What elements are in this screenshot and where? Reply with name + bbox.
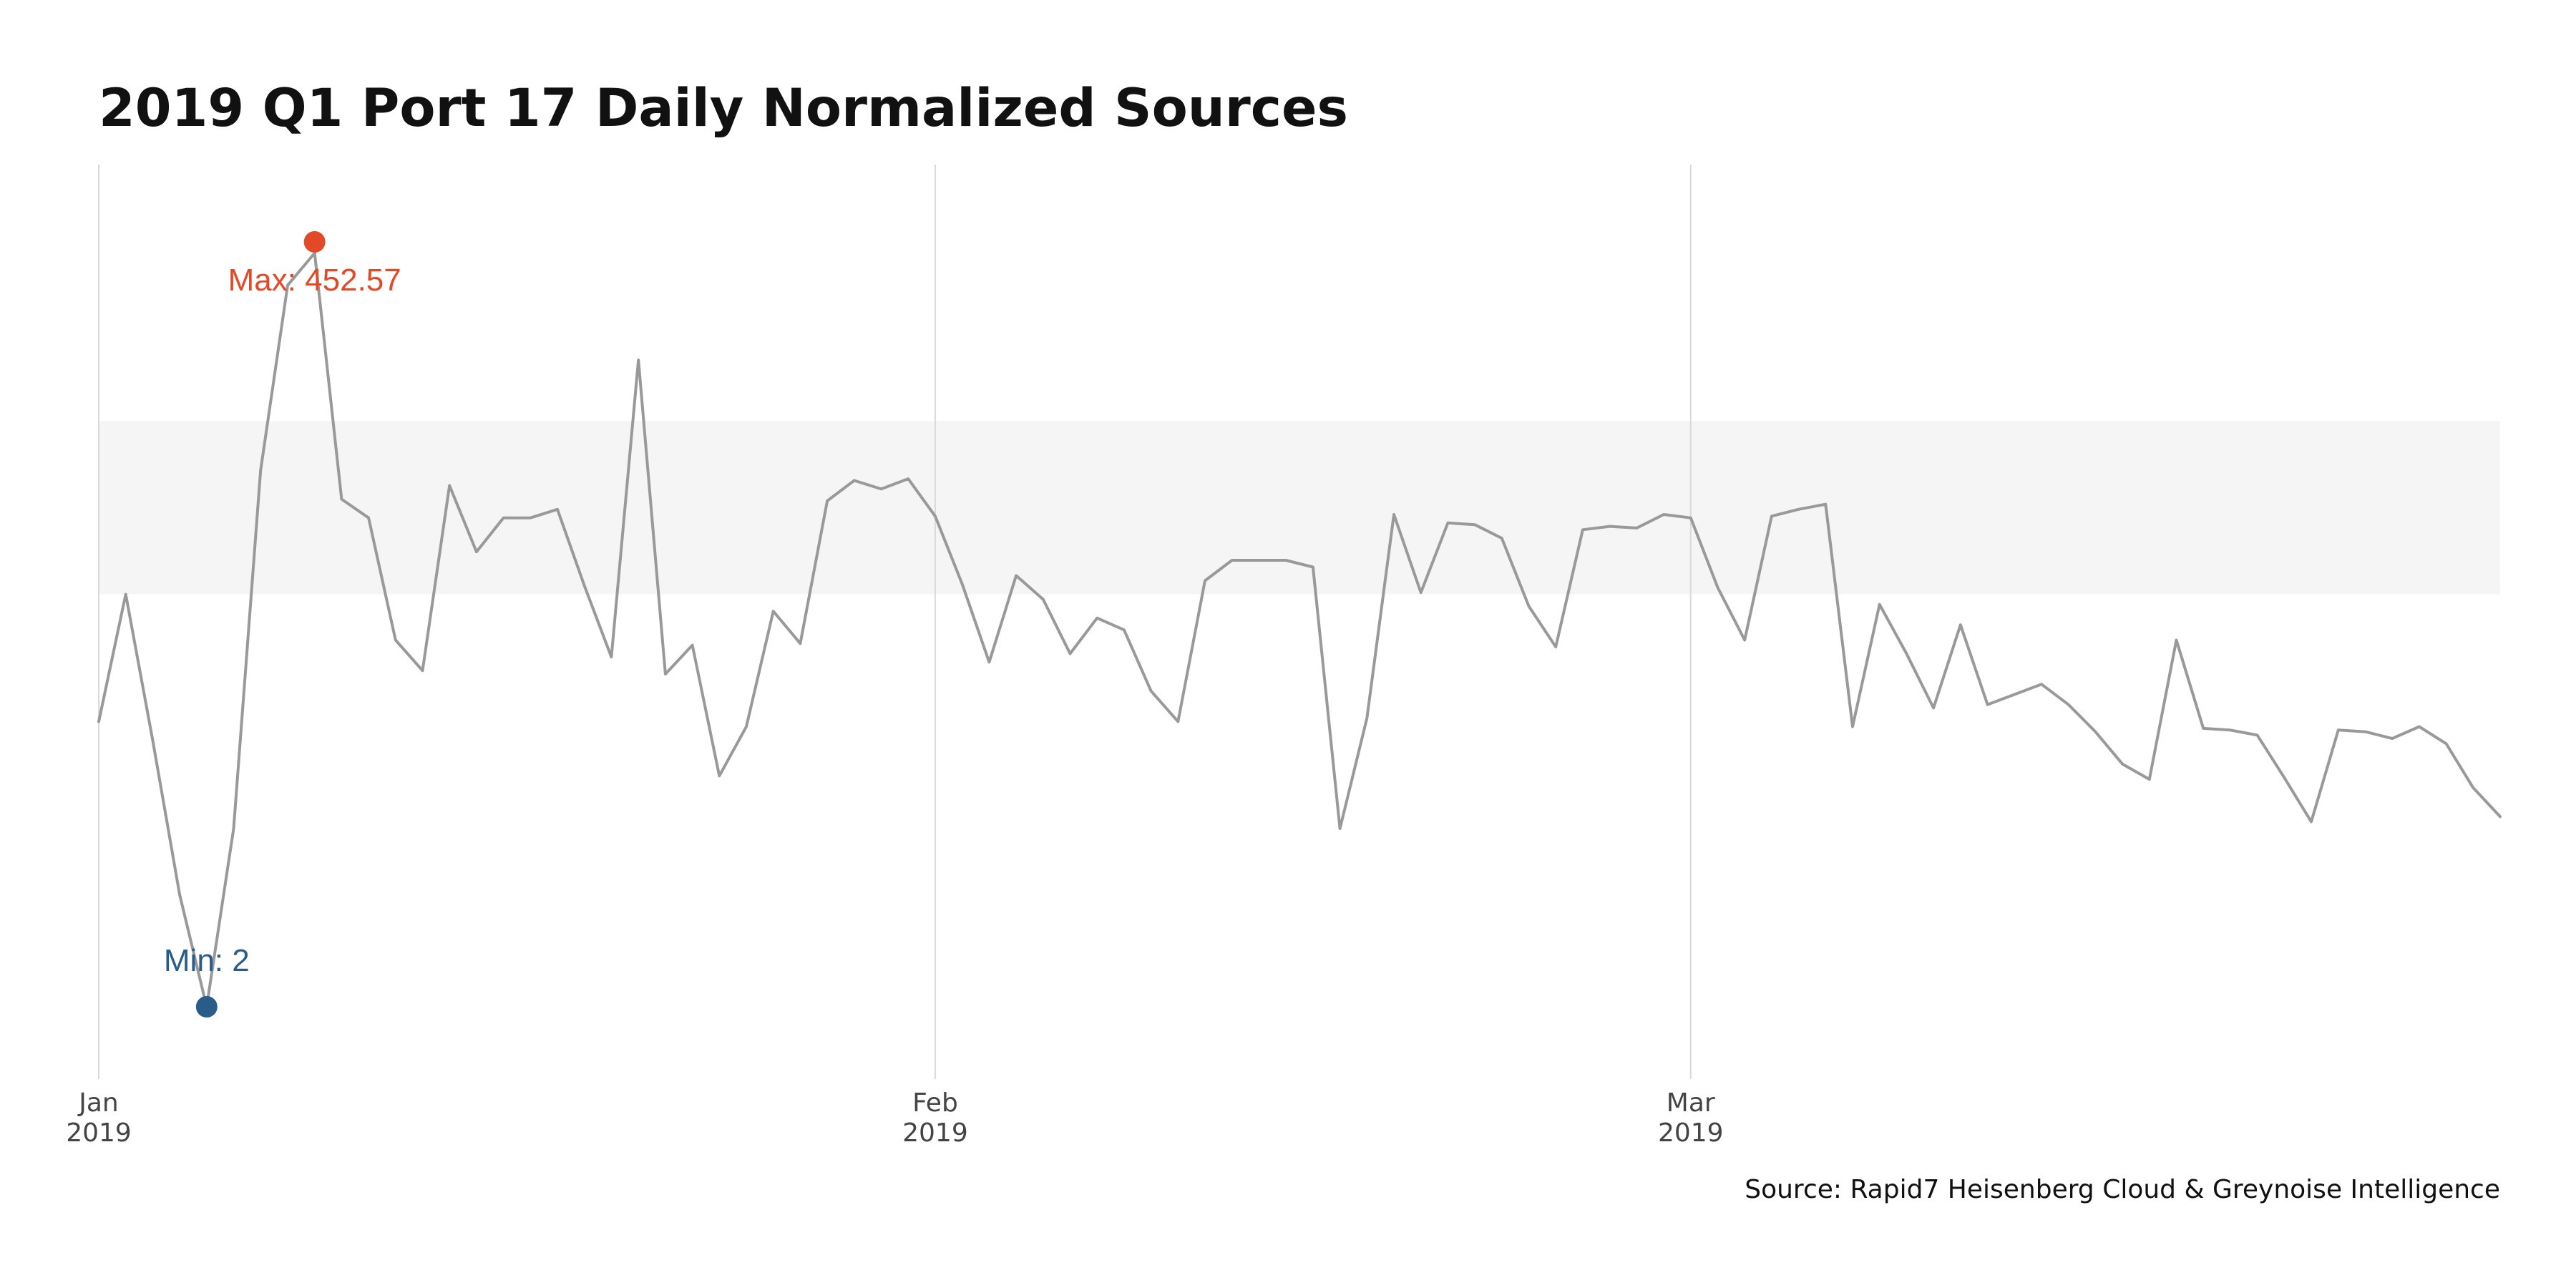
- x-tick-label-month: Jan: [77, 1088, 119, 1118]
- x-tick-label-year: 2019: [902, 1118, 968, 1148]
- chart-title: 2019 Q1 Port 17 Daily Normalized Sources: [99, 78, 1348, 139]
- shaded-band: [99, 421, 2500, 595]
- max-point-marker: [303, 231, 326, 253]
- max-annotation-label: Max: 452.57: [228, 263, 401, 298]
- x-tick-label-month: Feb: [912, 1088, 958, 1118]
- min-point-marker: [195, 996, 218, 1018]
- x-tick-label-year: 2019: [1658, 1118, 1724, 1148]
- chart-caption: Source: Rapid7 Heisenberg Cloud & Greyno…: [1745, 1175, 2500, 1204]
- x-tick-label-month: Mar: [1667, 1088, 1715, 1118]
- x-tick-label-year: 2019: [66, 1118, 132, 1148]
- series-line: [97, 251, 2502, 1008]
- min-annotation-label: Min: 2: [164, 943, 250, 978]
